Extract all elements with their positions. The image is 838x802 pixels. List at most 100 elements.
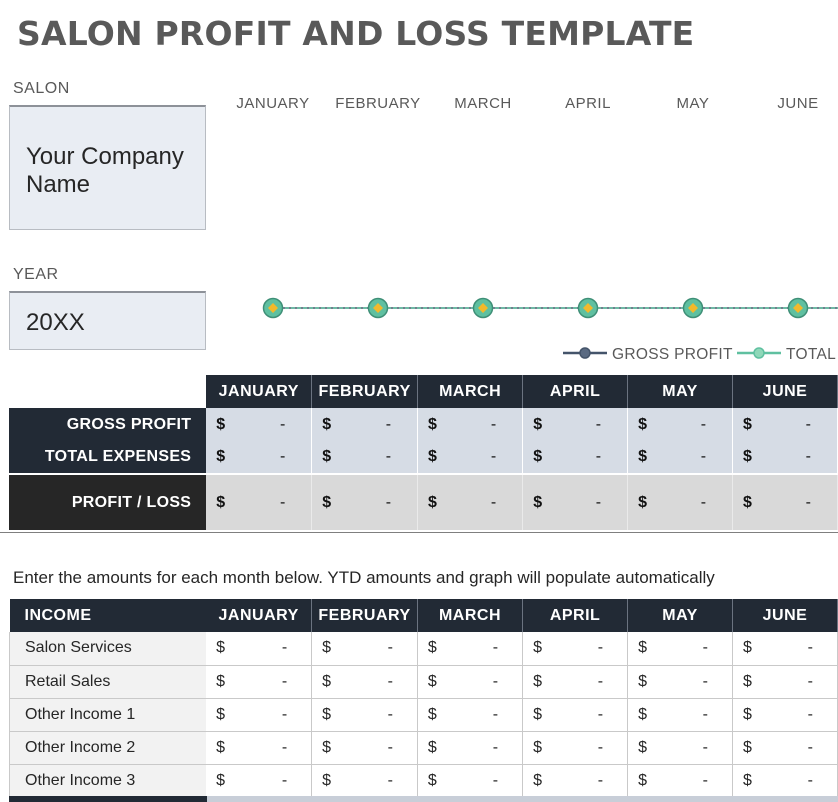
cell-value: - <box>597 639 604 657</box>
currency-symbol: $ <box>427 738 437 756</box>
currency-symbol: $ <box>322 738 332 756</box>
summary-value-cell: $ - <box>311 441 419 475</box>
currency-symbol: $ <box>322 672 332 690</box>
income-value-cell[interactable]: $ - <box>206 632 313 666</box>
currency-symbol: $ <box>322 771 332 789</box>
summary-value-cell: $ - <box>206 408 313 441</box>
summary-value-cell: $ - <box>522 474 629 530</box>
cell-value: - <box>700 448 707 465</box>
cell-value: - <box>807 705 813 723</box>
cell-value: - <box>702 639 708 657</box>
income-value-cell[interactable]: $ - <box>206 698 313 732</box>
cell-value: - <box>597 705 604 723</box>
income-value-cell[interactable]: $ - <box>522 632 629 666</box>
summary-header-month: FEBRUARY <box>311 375 419 408</box>
table-row: Other Income 1 $ - $ - $ - $ - $ - $ - <box>9 698 838 732</box>
income-row-label[interactable]: Retail Sales <box>9 665 207 699</box>
cell-value: - <box>807 639 813 657</box>
cell-value: - <box>281 738 288 756</box>
currency-symbol: $ <box>322 493 332 511</box>
income-value-cell[interactable]: $ - <box>732 632 838 666</box>
cell-value: - <box>595 448 602 465</box>
income-value-cell[interactable]: $ - <box>311 632 418 666</box>
income-row-label[interactable]: Other Income 2 <box>9 731 207 765</box>
income-row-label[interactable]: Other Income 1 <box>9 698 207 732</box>
income-value-cell[interactable]: $ - <box>732 698 838 732</box>
legend-swatch-dot <box>753 347 765 359</box>
currency-symbol: $ <box>533 493 543 511</box>
income-value-cell[interactable]: $ - <box>417 665 524 699</box>
summary-value-cell: $ - <box>627 408 734 441</box>
income-value-cell[interactable]: $ - <box>522 764 629 798</box>
cell-value: - <box>385 448 392 465</box>
income-value-cell[interactable]: $ - <box>417 764 524 798</box>
income-value-cell[interactable]: $ - <box>311 764 418 798</box>
chart-x-label: JANUARY <box>236 95 309 112</box>
cell-value: - <box>492 771 499 789</box>
currency-symbol: $ <box>743 771 752 789</box>
chart-point-marker <box>478 303 488 313</box>
income-value-cell[interactable]: $ - <box>732 731 838 765</box>
income-header-month: JANUARY <box>206 599 313 632</box>
income-header-month: JUNE <box>732 599 838 632</box>
income-value-cell[interactable]: $ - <box>732 764 838 798</box>
currency-symbol: $ <box>216 415 226 433</box>
currency-symbol: $ <box>533 639 542 657</box>
year-label: YEAR <box>13 266 59 283</box>
chart-x-label: MARCH <box>454 95 512 112</box>
income-value-cell[interactable]: $ - <box>522 698 629 732</box>
income-value-cell[interactable]: $ - <box>206 731 313 765</box>
currency-symbol: $ <box>743 448 752 465</box>
currency-symbol: $ <box>216 448 226 465</box>
income-value-cell[interactable]: $ - <box>522 665 629 699</box>
income-value-cell[interactable]: $ - <box>627 731 733 765</box>
cell-value: - <box>281 771 288 789</box>
summary-value-cell: $ - <box>732 408 838 441</box>
income-row-label[interactable]: Other Income 3 <box>9 764 207 798</box>
summary-row-label: GROSS PROFIT <box>9 408 207 441</box>
chart-point-marker <box>373 303 383 313</box>
currency-symbol: $ <box>216 705 226 723</box>
income-value-cell[interactable]: $ - <box>627 764 733 798</box>
cell-value: - <box>597 672 604 690</box>
currency-symbol: $ <box>216 493 226 511</box>
summary-value-cell: $ - <box>311 408 419 441</box>
company-name-field[interactable]: Your Company Name <box>9 105 206 230</box>
cell-value: - <box>807 771 813 789</box>
currency-symbol: $ <box>428 415 437 433</box>
currency-symbol: $ <box>428 493 437 511</box>
chart-x-label: MAY <box>677 95 710 112</box>
income-value-cell[interactable]: $ - <box>206 764 313 798</box>
currency-symbol: $ <box>638 415 648 433</box>
year-field[interactable]: 20XX <box>9 291 206 350</box>
currency-symbol: $ <box>322 639 332 657</box>
currency-symbol: $ <box>638 672 647 690</box>
summary-value-cell: $ - <box>522 408 629 441</box>
summary-value-cell: $ - <box>417 441 524 475</box>
income-value-cell[interactable]: $ - <box>206 665 313 699</box>
income-row-label[interactable]: Salon Services <box>9 632 207 666</box>
income-value-cell[interactable]: $ - <box>311 731 418 765</box>
income-header-month: APRIL <box>522 599 629 632</box>
summary-value-cell: $ - <box>732 474 838 530</box>
legend-swatch-dot <box>579 347 591 359</box>
currency-symbol: $ <box>533 672 542 690</box>
income-value-cell[interactable]: $ - <box>522 731 629 765</box>
currency-symbol: $ <box>743 672 752 690</box>
income-value-cell[interactable]: $ - <box>417 632 524 666</box>
cell-value: - <box>387 672 393 690</box>
income-value-cell[interactable]: $ - <box>311 665 418 699</box>
income-value-cell[interactable]: $ - <box>417 698 524 732</box>
cell-value: - <box>387 705 393 723</box>
currency-symbol: $ <box>428 448 437 465</box>
income-value-cell[interactable]: $ - <box>732 665 838 699</box>
income-value-cell[interactable]: $ - <box>417 731 524 765</box>
income-value-cell[interactable]: $ - <box>311 698 418 732</box>
income-value-cell[interactable]: $ - <box>627 632 733 666</box>
cell-value: - <box>492 738 499 756</box>
cell-value: - <box>279 415 286 433</box>
summary-header-month: MARCH <box>417 375 524 408</box>
currency-symbol: $ <box>638 705 647 723</box>
income-value-cell[interactable]: $ - <box>627 698 733 732</box>
income-value-cell[interactable]: $ - <box>627 665 733 699</box>
